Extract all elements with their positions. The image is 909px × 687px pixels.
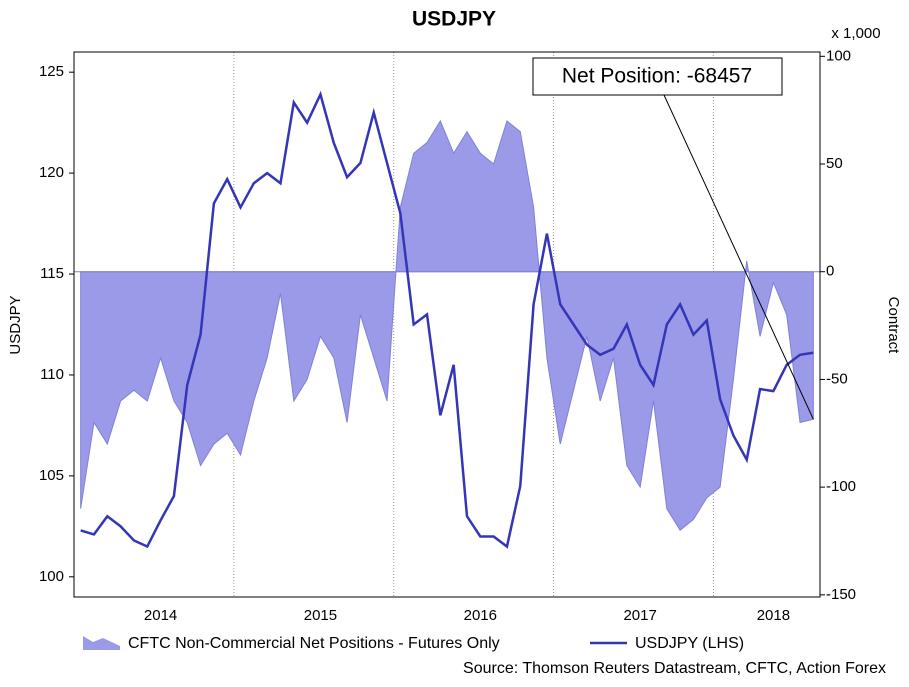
source: Source: Thomson Reuters Datastream, CFTC… bbox=[463, 660, 886, 677]
x-tick-label: 2016 bbox=[464, 607, 497, 624]
annotation: Net Position: -68457 bbox=[562, 65, 752, 88]
x-tick-label: 2018 bbox=[757, 607, 790, 624]
y-tick-label: 115 bbox=[40, 265, 64, 282]
annotation-box bbox=[532, 57, 783, 96]
y-tick-label: 105 bbox=[39, 467, 64, 484]
y2-tick-label: -150 bbox=[826, 586, 856, 603]
y2-axis-title: Contract bbox=[885, 297, 902, 355]
legend-label: CFTC Non-Commercial Net Positions - Futu… bbox=[128, 635, 500, 652]
annotation-leader bbox=[663, 94, 814, 420]
legend-label: USDJPY (LHS) bbox=[635, 635, 744, 652]
y2-tick-label: 100 bbox=[826, 47, 851, 64]
y2-unit: x 1,000 bbox=[831, 25, 880, 42]
y-tick-label: 100 bbox=[39, 568, 64, 585]
y2-tick-label: -50 bbox=[826, 370, 848, 387]
x-tick-label: 2017 bbox=[623, 607, 656, 624]
y-tick-label: 110 bbox=[40, 366, 64, 383]
y2-tick-label: -100 bbox=[826, 478, 856, 495]
line bbox=[80, 90, 814, 549]
chart-title: USDJPY bbox=[412, 8, 496, 31]
y-tick-label: 120 bbox=[39, 164, 64, 181]
plot-frame bbox=[73, 51, 821, 598]
area bbox=[80, 119, 814, 531]
y-axis-title: USDJPY bbox=[7, 295, 24, 354]
y-tick-label: 125 bbox=[39, 63, 64, 80]
legend-swatch bbox=[83, 636, 120, 650]
x-tick-label: 2015 bbox=[304, 607, 337, 624]
y2-tick-label: 0 bbox=[826, 263, 834, 280]
x-tick-label: 2014 bbox=[144, 607, 177, 624]
y2-tick-label: 50 bbox=[826, 155, 843, 172]
